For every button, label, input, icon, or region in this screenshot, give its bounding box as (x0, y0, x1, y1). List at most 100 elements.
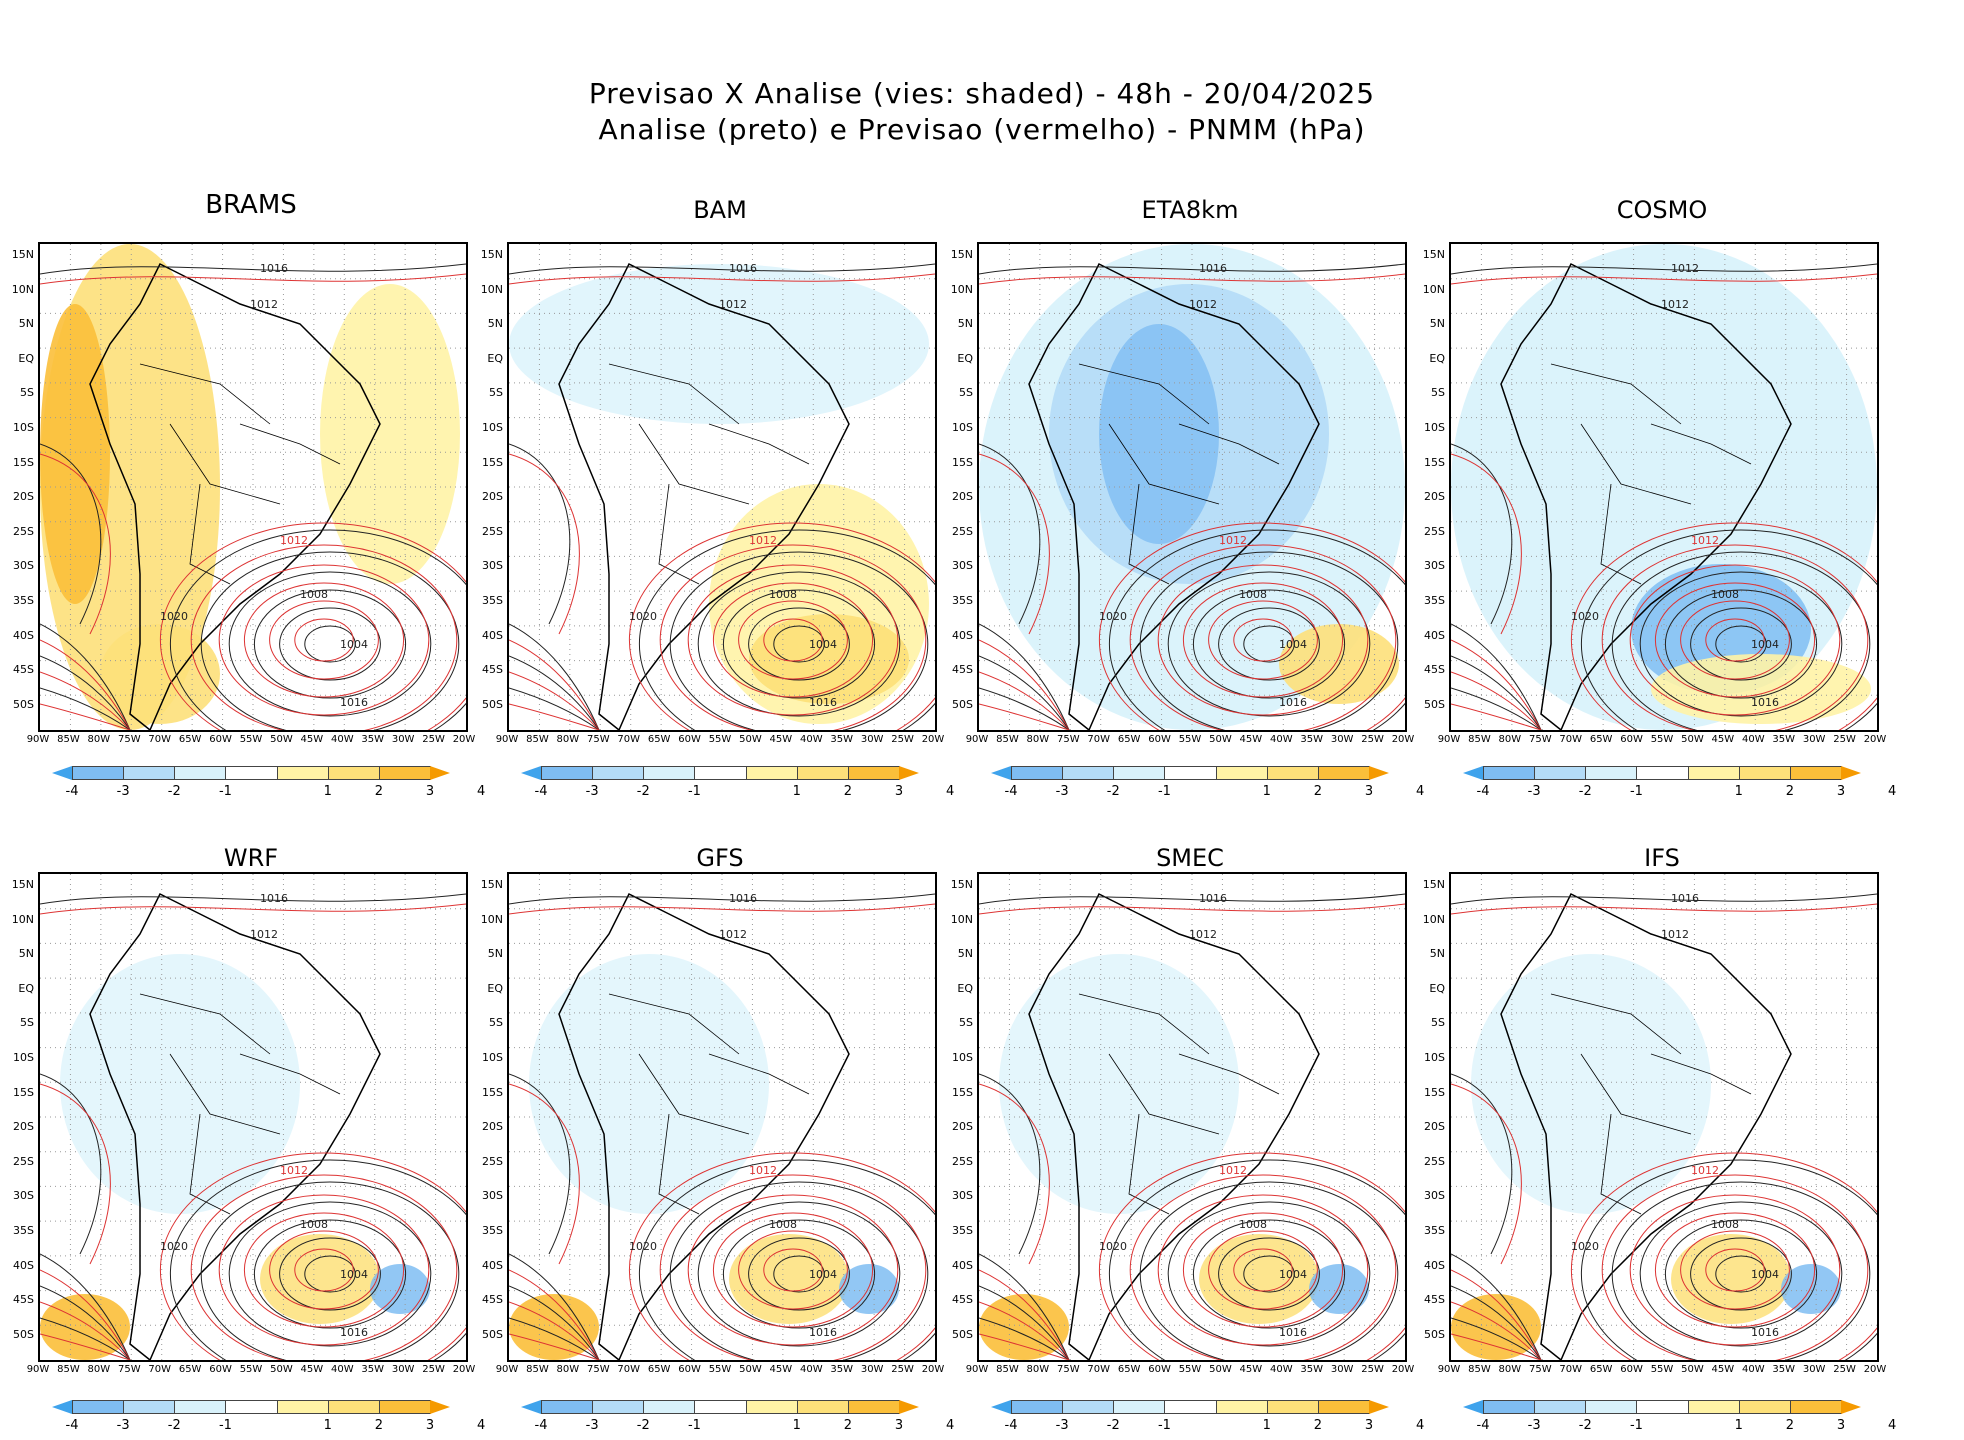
analysis-isobar (748, 1237, 850, 1311)
country-border (169, 423, 281, 505)
country-border (1178, 423, 1280, 465)
colorbar-label: 2 (1785, 1418, 1794, 1433)
country-border (1078, 993, 1210, 1055)
colorbar-max-arrow (430, 766, 450, 780)
lon-tick-label: 30W (391, 734, 415, 745)
country-border (1128, 483, 1170, 585)
bias-shading-area (1781, 1264, 1841, 1314)
isobar-label: 1020 (1099, 610, 1127, 623)
colorbar-label: 1 (1734, 1418, 1743, 1433)
colorbar-segment (378, 1400, 431, 1414)
isobar (979, 1285, 1070, 1360)
lon-tick-label: 50W (1209, 1364, 1232, 1375)
colorbar-segment (174, 766, 227, 780)
forecast-isobar (1098, 1152, 1405, 1360)
figure-title: Previsao X Analise (vies: shaded) - 48h … (0, 76, 1964, 148)
lat-tick-label: 20S (13, 1120, 34, 1134)
map-frame: 1016 1012 1008 1004 1016 1020 1012 (38, 872, 468, 1362)
country-border (1128, 1113, 1170, 1215)
forecast-isobar (1570, 1152, 1877, 1360)
colorbar-label: 4 (1888, 1418, 1897, 1433)
isobar-label: 1008 (1239, 1218, 1267, 1231)
colorbar-segment (796, 766, 849, 780)
colorbar-max-arrow (1369, 1400, 1389, 1414)
analysis-isobar (722, 589, 876, 699)
analysis-isobar (979, 263, 1405, 275)
colorbar-label: 4 (1416, 1418, 1425, 1433)
bias-shading-area (1099, 324, 1219, 544)
lon-tick-label: 60W (1620, 734, 1643, 745)
lon-tick-label: 25W (422, 1364, 445, 1375)
colorbar-label: 4 (477, 1418, 486, 1433)
isobar (979, 687, 1070, 730)
colorbar-label: 1 (323, 1418, 332, 1433)
analysis-isobar (1611, 551, 1871, 730)
lon-tick-label: 60W (1148, 1364, 1171, 1375)
bias-shading-area (370, 1264, 430, 1314)
forecast-isobar-label: 1012 (280, 1164, 308, 1177)
colorbar-label: -4 (534, 1418, 548, 1433)
forecast-isobar (1629, 1194, 1841, 1346)
forecast-isobar (159, 522, 466, 730)
lat-tick-label: 40S (13, 1258, 34, 1272)
lat-tick-label: 5N (487, 947, 503, 961)
lon-tick-label: 75W (1528, 734, 1552, 745)
colorbar-min-arrow (1463, 766, 1483, 780)
colorbar-min-arrow (991, 766, 1011, 780)
colorbar-label: -2 (1106, 1418, 1120, 1433)
isobar-label: 1012 (1671, 262, 1699, 275)
colorbar-min-arrow (52, 1400, 72, 1414)
analysis-isobar (979, 893, 1405, 905)
colorbar-label: -4 (1004, 1418, 1018, 1433)
colorbar-label: 1 (1262, 784, 1271, 799)
isobar (509, 623, 600, 730)
lon-tick-label: 75W (586, 734, 610, 745)
isobar-label: 1012 (250, 928, 278, 941)
colorbar-label: 1 (1262, 1418, 1271, 1433)
forecast-isobar (1654, 582, 1816, 698)
forecast-isobar (1705, 1248, 1765, 1292)
forecast-isobar (40, 453, 111, 635)
colorbar-segment (592, 1400, 645, 1414)
panel-title: GFS (696, 844, 744, 872)
lat-tick-label: 10S (1424, 1051, 1445, 1064)
lon-tick-label: 25W (1833, 1364, 1856, 1375)
bias-shading-area (320, 284, 460, 584)
isobar (979, 703, 1070, 730)
lon-tick-label: 30W (860, 1364, 884, 1375)
analysis-isobar (1243, 625, 1295, 663)
lon-tick-label: 65W (1589, 734, 1613, 745)
lat-tick-label: 35S (482, 1224, 503, 1237)
lat-tick-label: EQ (18, 351, 34, 365)
colorbar-segment (1215, 1400, 1268, 1414)
lat-tick-label: 50S (13, 1327, 34, 1341)
colorbar-label: 2 (1313, 1418, 1322, 1433)
lon-tick-label: 35W (1300, 1364, 1324, 1375)
analysis-isobar (773, 1255, 825, 1293)
colorbar-segment (541, 766, 594, 780)
lat-tick-label: 5S (20, 386, 34, 400)
forecast-isobar (218, 1194, 430, 1346)
isobar-label: 1004 (809, 1268, 837, 1281)
isobar-label: 1016 (260, 262, 288, 275)
analysis-isobar (279, 1237, 381, 1311)
colorbar: -4 -3 -2 -1 1 2 3 4 (991, 766, 1424, 806)
analysis-isobar (304, 625, 356, 663)
lat-tick-label: 30S (952, 1189, 973, 1203)
forecast-isobar (1451, 1083, 1522, 1265)
country-border (1108, 423, 1220, 505)
lat-tick-label: 5S (1431, 1016, 1445, 1030)
country-border (139, 363, 271, 425)
colorbar-label: 4 (946, 784, 955, 799)
colorbar-label: 2 (843, 1418, 852, 1433)
colorbar-label: 4 (946, 1418, 955, 1433)
lat-tick-label: 10S (13, 421, 34, 434)
map-frame: 1012 1012 1008 1004 1016 1020 1012 (1449, 242, 1879, 732)
lat-tick-label: 10N (11, 912, 34, 926)
lat-tick-label: 10N (950, 912, 973, 926)
lat-tick-label: 45S (952, 663, 973, 677)
isobar (979, 623, 1070, 730)
analysis-isobar (40, 263, 466, 275)
isobar-label: 1012 (1661, 298, 1689, 311)
forecast-isobar (509, 453, 580, 635)
